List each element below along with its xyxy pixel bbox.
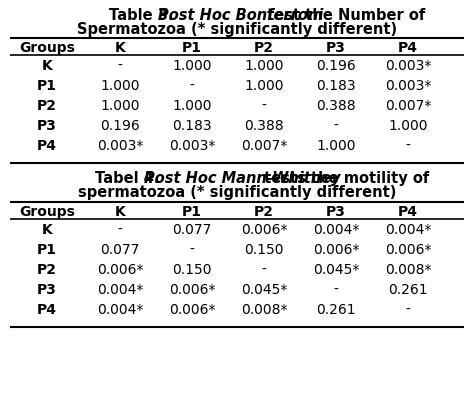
- Text: 0.077: 0.077: [100, 243, 140, 257]
- Text: P3: P3: [326, 41, 346, 55]
- Text: K: K: [42, 223, 52, 237]
- Text: P2: P2: [37, 99, 57, 113]
- Text: P3: P3: [326, 205, 346, 219]
- Text: -: -: [334, 119, 338, 133]
- Text: 0.003*: 0.003*: [385, 59, 431, 73]
- Text: 1.000: 1.000: [244, 79, 284, 93]
- Text: K: K: [115, 41, 126, 55]
- Text: Groups: Groups: [19, 205, 75, 219]
- Text: 0.196: 0.196: [100, 119, 140, 133]
- Text: K: K: [115, 205, 126, 219]
- Text: P2: P2: [254, 205, 274, 219]
- Text: 0.007*: 0.007*: [241, 139, 287, 153]
- Text: -: -: [262, 99, 266, 113]
- Text: 0.045*: 0.045*: [241, 283, 287, 297]
- Text: 0.045*: 0.045*: [313, 263, 359, 277]
- Text: P2: P2: [254, 41, 274, 55]
- Text: 0.196: 0.196: [316, 59, 356, 73]
- Text: K: K: [42, 59, 52, 73]
- Text: 0.388: 0.388: [244, 119, 284, 133]
- Text: 0.150: 0.150: [244, 243, 284, 257]
- Text: 1.000: 1.000: [172, 59, 212, 73]
- Text: -: -: [406, 303, 410, 317]
- Text: Post Hoc Mann-Whitney: Post Hoc Mann-Whitney: [144, 171, 341, 186]
- Text: 0.006*: 0.006*: [313, 243, 359, 257]
- Text: P4: P4: [37, 139, 57, 153]
- Text: 0.004*: 0.004*: [313, 223, 359, 237]
- Text: 0.150: 0.150: [172, 263, 212, 277]
- Text: P4: P4: [398, 41, 418, 55]
- Text: P2: P2: [37, 263, 57, 277]
- Text: P3: P3: [37, 283, 57, 297]
- Text: tests the motility of: tests the motility of: [259, 171, 429, 186]
- Text: Post Hoc Bonferroni: Post Hoc Bonferroni: [158, 8, 323, 23]
- Text: 0.261: 0.261: [388, 283, 428, 297]
- Text: P4: P4: [398, 205, 418, 219]
- Text: 0.003*: 0.003*: [97, 139, 143, 153]
- Text: 0.006*: 0.006*: [169, 283, 215, 297]
- Text: P1: P1: [182, 205, 202, 219]
- Text: 0.008*: 0.008*: [241, 303, 287, 317]
- Text: P1: P1: [182, 41, 202, 55]
- Text: 1.000: 1.000: [172, 99, 212, 113]
- Text: 0.004*: 0.004*: [385, 223, 431, 237]
- Text: 1.000: 1.000: [100, 79, 140, 93]
- Text: 1.000: 1.000: [316, 139, 356, 153]
- Text: P3: P3: [37, 119, 57, 133]
- Text: P4: P4: [37, 303, 57, 317]
- Text: -: -: [118, 223, 122, 237]
- Text: 0.261: 0.261: [316, 303, 356, 317]
- Text: 0.008*: 0.008*: [385, 263, 431, 277]
- Text: 0.183: 0.183: [172, 119, 212, 133]
- Text: P1: P1: [37, 243, 57, 257]
- Text: 0.388: 0.388: [316, 99, 356, 113]
- Text: -: -: [118, 59, 122, 73]
- Text: Spermatozoa (* significantly different): Spermatozoa (* significantly different): [77, 22, 397, 37]
- Text: 0.004*: 0.004*: [97, 303, 143, 317]
- Text: Table 3.: Table 3.: [109, 8, 178, 23]
- Text: 0.007*: 0.007*: [385, 99, 431, 113]
- Text: 0.006*: 0.006*: [169, 303, 215, 317]
- Text: -: -: [334, 283, 338, 297]
- Text: 0.183: 0.183: [316, 79, 356, 93]
- Text: -: -: [190, 79, 194, 93]
- Text: 0.003*: 0.003*: [169, 139, 215, 153]
- Text: 1.000: 1.000: [388, 119, 428, 133]
- Text: 0.006*: 0.006*: [97, 263, 143, 277]
- Text: P1: P1: [37, 79, 57, 93]
- Text: 1.000: 1.000: [100, 99, 140, 113]
- Text: 1.000: 1.000: [244, 59, 284, 73]
- Text: 0.077: 0.077: [173, 223, 212, 237]
- Text: 0.004*: 0.004*: [97, 283, 143, 297]
- Text: spermatozoa (* significantly different): spermatozoa (* significantly different): [78, 185, 396, 200]
- Text: test the Number of: test the Number of: [262, 8, 425, 23]
- Text: 0.003*: 0.003*: [385, 79, 431, 93]
- Text: Tabel 4.: Tabel 4.: [95, 171, 164, 186]
- Text: -: -: [190, 243, 194, 257]
- Text: Groups: Groups: [19, 41, 75, 55]
- Text: -: -: [262, 263, 266, 277]
- Text: 0.006*: 0.006*: [385, 243, 431, 257]
- Text: -: -: [406, 139, 410, 153]
- Text: 0.006*: 0.006*: [241, 223, 287, 237]
